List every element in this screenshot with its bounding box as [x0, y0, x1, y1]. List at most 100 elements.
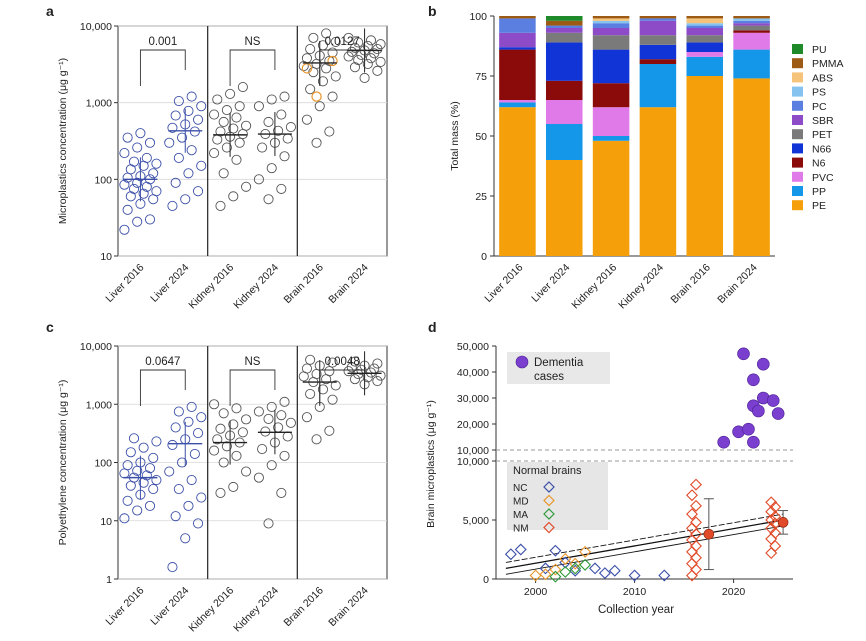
data-point	[372, 358, 383, 369]
x-tick-label: Brain 2016	[281, 585, 326, 630]
legend-label: PET	[812, 129, 833, 141]
data-point	[349, 356, 361, 367]
data-point	[148, 484, 159, 495]
normal-brain-point-NM	[769, 527, 782, 539]
data-point	[151, 186, 162, 197]
bar-segment-PP	[686, 56, 724, 76]
data-point	[234, 101, 245, 112]
data-point	[170, 110, 181, 121]
legend-swatch-PU	[792, 44, 803, 54]
x-tick-label: Kidney 2016	[186, 262, 236, 312]
trend-ci-line	[505, 525, 784, 575]
normal-brain-point-NM	[690, 478, 702, 491]
data-point	[192, 186, 204, 197]
x-tick-label: Brain 2024	[326, 585, 371, 630]
y-tick-label: 100	[94, 174, 112, 186]
legend-swatch-ABS	[792, 72, 803, 83]
data-point	[276, 487, 287, 499]
legend-swatch-PMMA	[792, 58, 803, 69]
data-point	[301, 363, 313, 374]
data-point	[196, 101, 207, 112]
data-point	[257, 444, 268, 455]
mean-point	[703, 528, 715, 540]
data-point	[212, 434, 223, 445]
dementia-point	[747, 373, 760, 387]
legend-label: PMMA	[812, 58, 844, 70]
data-point	[349, 42, 361, 53]
data-point	[231, 154, 242, 165]
data-point	[141, 152, 152, 164]
data-point	[122, 204, 133, 215]
legend-label: PC	[812, 101, 827, 113]
data-point	[218, 116, 229, 128]
x-tick-label: Kidney 2016	[569, 262, 619, 312]
bar-segment-PS	[733, 18, 770, 21]
data-point	[241, 466, 252, 477]
data-point	[218, 457, 229, 468]
bar-segment-PVC	[733, 32, 770, 50]
normal-legend-marker-NM	[543, 521, 555, 534]
data-point	[176, 132, 188, 143]
legend-swatch-PET	[792, 129, 803, 140]
data-point	[237, 427, 248, 438]
bar-segment-PE	[592, 140, 630, 256]
data-point	[266, 94, 277, 105]
y-tick-label: 20,000	[457, 419, 489, 431]
normal-brain-point-NM	[686, 522, 698, 535]
data-point	[279, 91, 290, 102]
data-point	[324, 425, 335, 436]
data-point-highlight	[311, 91, 322, 102]
significance-bracket	[229, 49, 276, 86]
data-point	[209, 445, 220, 456]
normal-brain-point-NC	[504, 548, 517, 561]
normal-brain-point-NC	[589, 562, 601, 575]
normal-brain-point-MD	[539, 568, 552, 581]
y-tick-label: 10,000	[457, 456, 489, 468]
bar-segment-N6	[733, 30, 770, 33]
panel-letter-d: d	[428, 319, 437, 335]
data-point	[135, 128, 146, 139]
data-point	[349, 374, 361, 385]
normal-brain-point-MD	[559, 552, 572, 565]
data-point	[231, 112, 242, 123]
data-point	[144, 500, 156, 511]
data-point	[148, 452, 159, 463]
data-point	[327, 394, 338, 405]
y-axis-label: Brain microplastics (μg g⁻¹)	[425, 400, 437, 528]
bar-segment-PVC	[499, 100, 536, 103]
dementia-legend-label: Dementia	[534, 357, 584, 369]
data-point	[343, 32, 354, 43]
data-point	[263, 194, 274, 205]
data-point	[241, 120, 252, 131]
panel-letter-a: a	[46, 3, 54, 19]
y-tick-label: 10,000	[457, 445, 489, 457]
data-point	[192, 518, 204, 529]
bar-segment-SBR	[499, 32, 536, 48]
dementia-point	[742, 422, 755, 436]
data-point	[151, 436, 162, 447]
data-point	[151, 158, 162, 169]
x-tick-label: Kidney 2016	[186, 585, 236, 635]
data-point	[321, 28, 332, 39]
data-point	[253, 101, 264, 112]
panel-letter-b: b	[428, 3, 437, 19]
x-tick-label: Liver 2016	[482, 262, 525, 305]
data-point	[183, 500, 194, 511]
dementia-point	[747, 435, 760, 449]
normal-brain-point-NC	[549, 544, 562, 557]
bar-segment-PE	[686, 76, 724, 256]
y-tick-label: 5,000	[463, 515, 489, 527]
data-point	[330, 380, 341, 391]
data-point	[221, 105, 232, 116]
data-point	[138, 188, 149, 199]
data-point	[276, 183, 287, 194]
bar-segment-PP	[499, 102, 536, 108]
data-point	[285, 122, 296, 133]
data-point	[196, 412, 207, 423]
legend-swatch-PP	[792, 186, 803, 196]
normal-brain-point-NC	[628, 569, 641, 582]
data-point	[231, 403, 242, 414]
data-point	[128, 183, 140, 194]
data-point	[215, 200, 226, 211]
data-point	[279, 450, 290, 461]
